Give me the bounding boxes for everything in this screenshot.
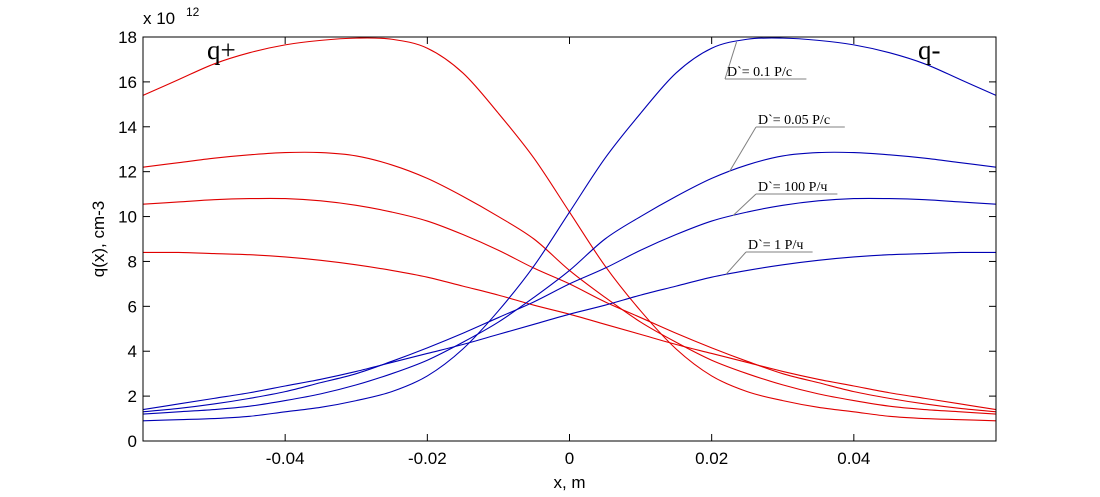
y-tick-label: 18: [118, 28, 137, 47]
annotation-label-3: D`= 1 Р/ч: [748, 238, 803, 253]
y-tick-label: 0: [128, 432, 137, 451]
y-multiplier-base: x 10: [143, 9, 175, 28]
y-tick-label: 4: [128, 342, 137, 361]
y-axis-label: q(x), cm-3: [89, 201, 108, 278]
annotation-label-2: D`= 100 Р/ч: [758, 180, 827, 195]
y-tick-label: 14: [118, 118, 137, 137]
axes-layer: 0 2 4 6 8 10 12 14 16 18 -0.04 -0.02 0 0.02 0.04: [118, 28, 997, 468]
corner-label-q-minus: q-: [918, 35, 941, 65]
y-tick-label: 8: [128, 252, 137, 271]
plot-background: [143, 37, 996, 441]
y-tick-label: 10: [118, 208, 137, 227]
series-line-q-minus-4: [142, 37, 997, 422]
x-tick-label: -0.02: [408, 449, 447, 468]
annotation-label-0: D`= 0.1 Р/с: [727, 65, 792, 80]
annotation-leader-2: [732, 193, 757, 217]
annotation-leader-1: [729, 126, 757, 172]
x-axis-label: x, m: [553, 473, 585, 492]
annotation-label-1: D`= 0.05 Р/с: [758, 113, 830, 128]
corner-label-q-plus: q+: [207, 35, 236, 65]
x-tick-label: -0.04: [266, 449, 305, 468]
x-tick-label: 0.02: [695, 449, 728, 468]
y-tick-label: 6: [128, 297, 137, 316]
series-line-q-minus-6: [142, 197, 997, 413]
plot-area: [143, 37, 996, 441]
y-multiplier-exponent: 12: [186, 5, 200, 19]
annotation-leader-3: [725, 251, 747, 275]
series-layer: [142, 37, 997, 422]
x-tick-label: 0.04: [837, 449, 870, 468]
y-tick-label: 12: [118, 163, 137, 182]
series-line-q-minus-5: [142, 151, 997, 415]
y-tick-label: 2: [128, 387, 137, 406]
y-tick-label: 16: [118, 73, 137, 92]
annotation-layer: D`= 0.1 Р/с D`= 0.05 Р/с D`= 100 Р/ч D`= 1 …: [724, 41, 845, 275]
series-line-q-minus-7: [142, 251, 997, 411]
x-tick-label: 0: [565, 449, 574, 468]
annotation-leader-0: [724, 41, 738, 80]
